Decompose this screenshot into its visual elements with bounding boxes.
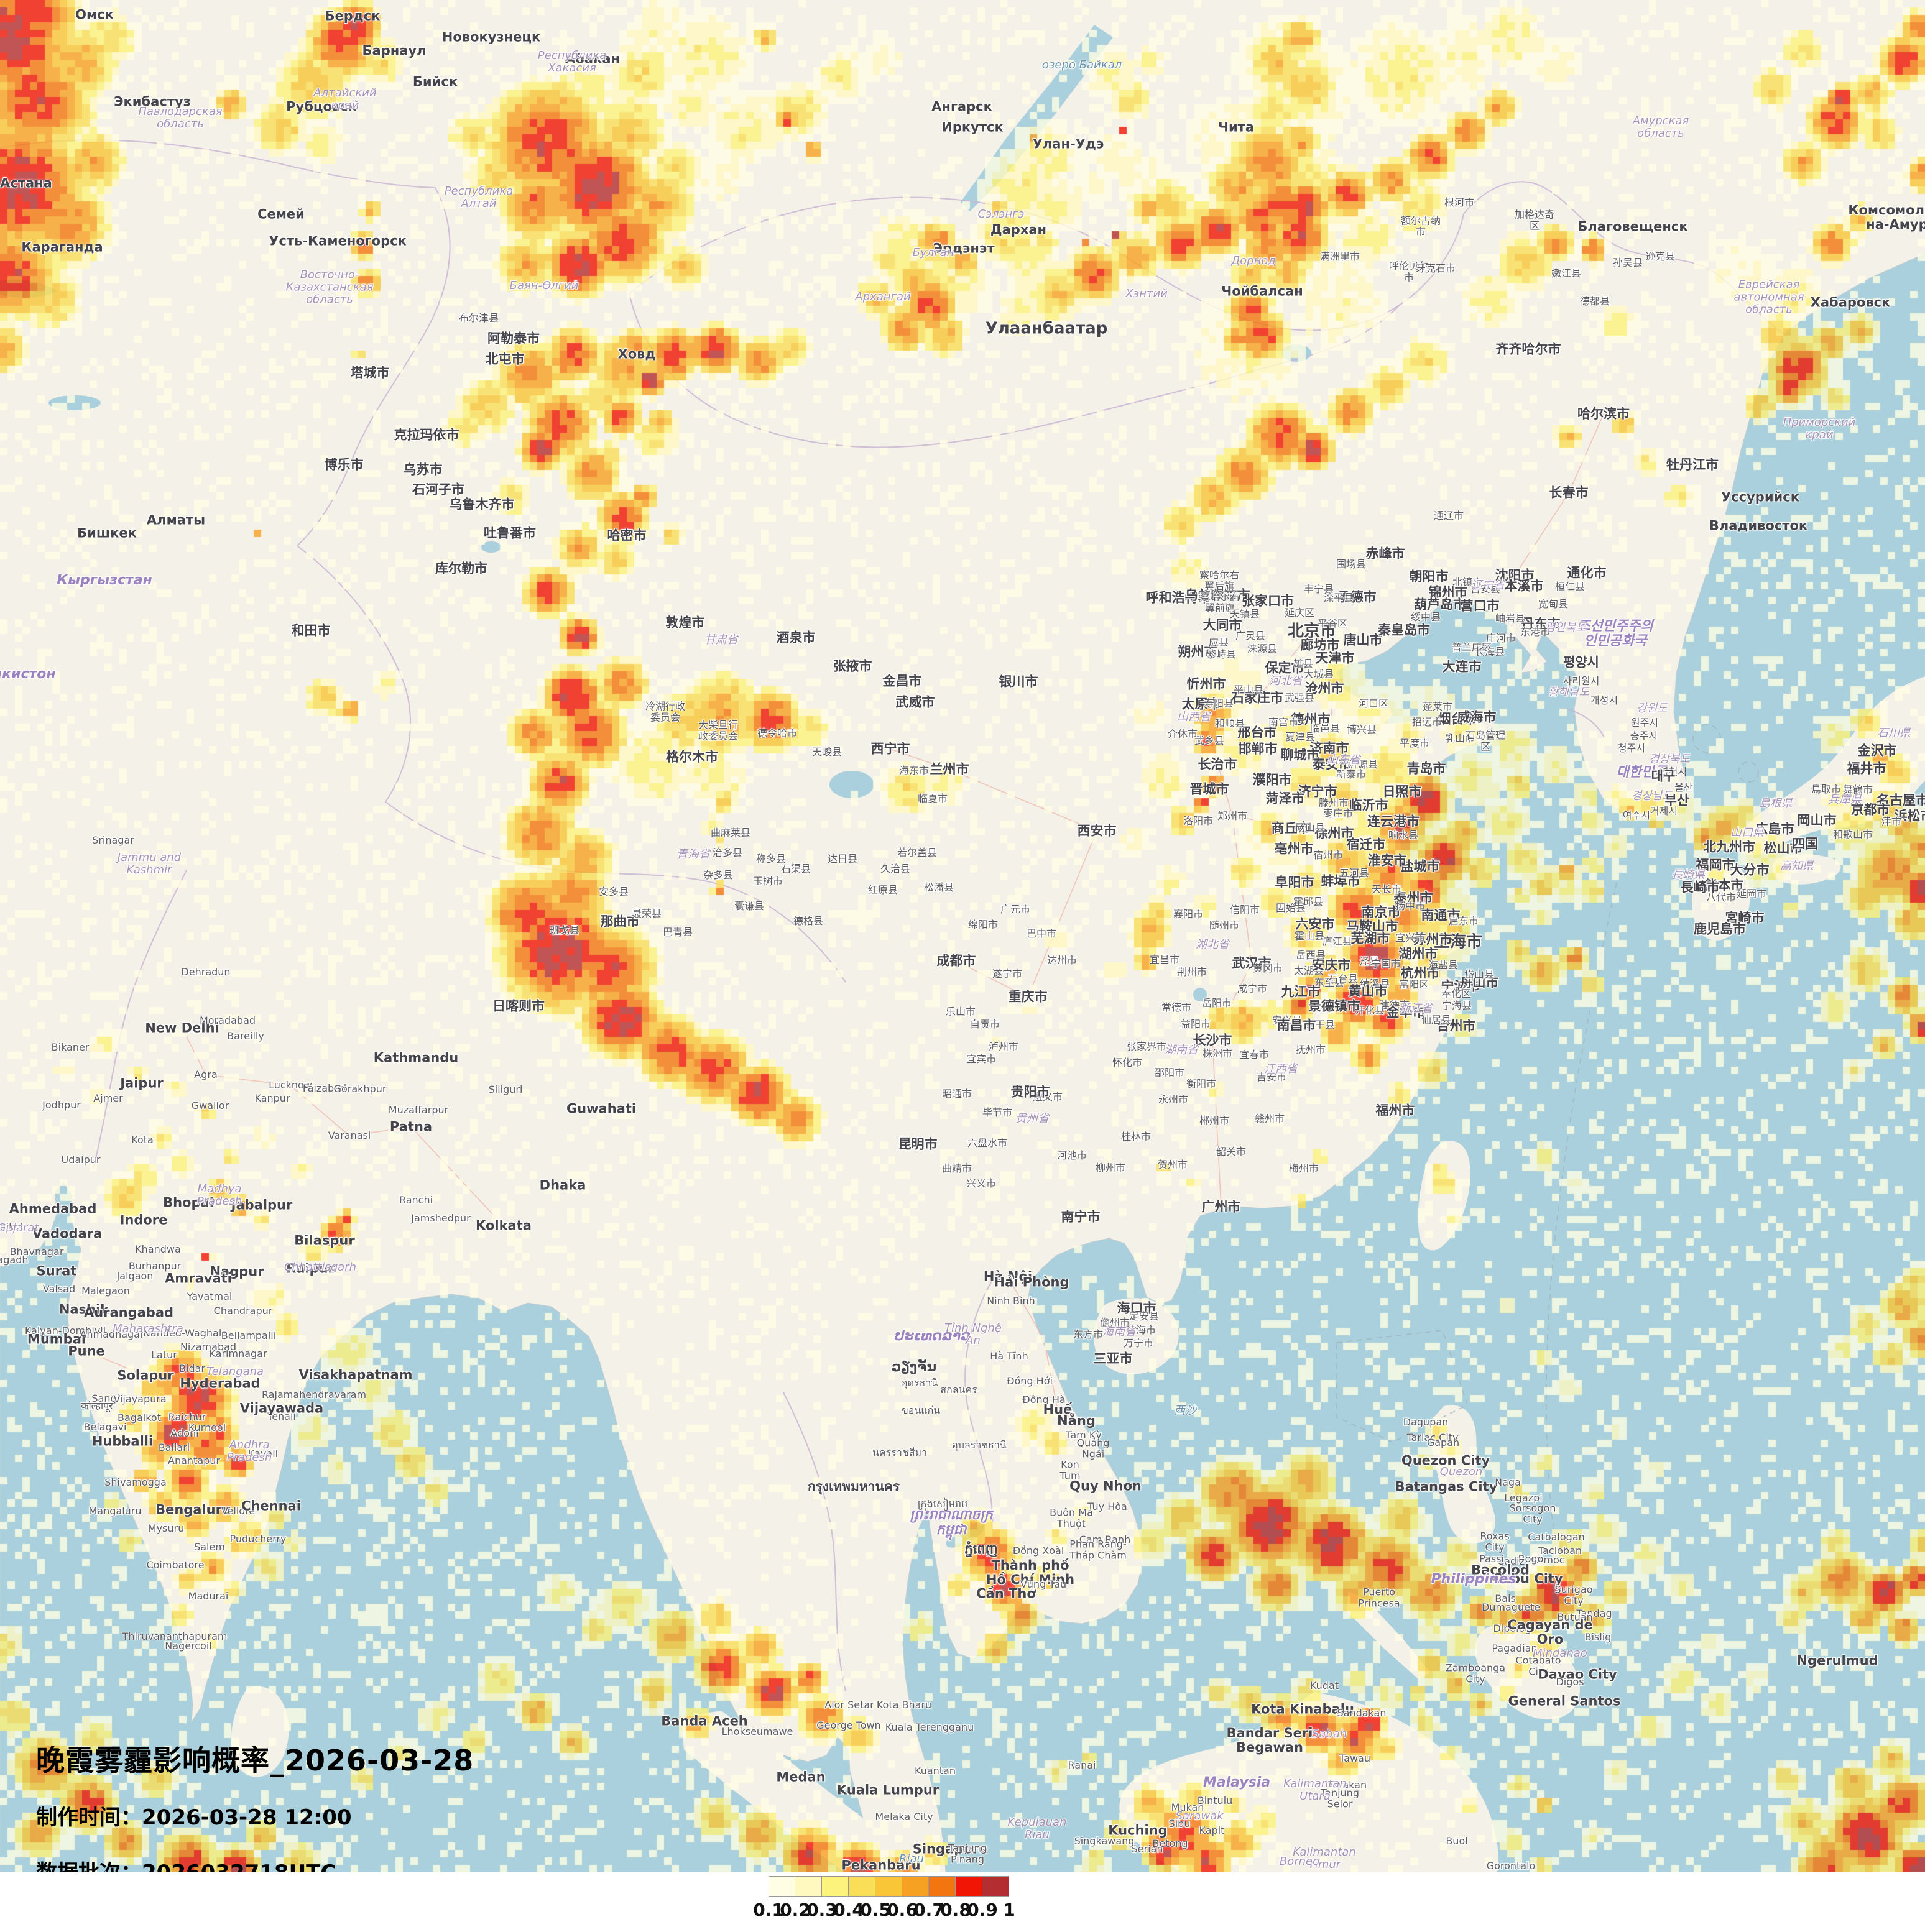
bosten-lake: [481, 541, 501, 553]
legend-swatch: [956, 1876, 982, 1897]
legend-swatch: [982, 1876, 1009, 1897]
legend-tick-label: 1: [1003, 1900, 1015, 1920]
legend-strip: 0.1 0.2 0.3 0.4 0.5 0.6 0.7 0.8 0.9 1: [0, 1872, 1925, 1932]
legend-tick-label: 0.4: [833, 1900, 864, 1920]
legend-swatch: [929, 1876, 956, 1897]
map-viewport[interactable]: Омск Бердск Новокузнецк Барнаул Абакан Бийск Э…: [0, 0, 1925, 1872]
legend-tick-label: 0.8: [940, 1900, 971, 1920]
admin-border: [297, 187, 451, 546]
visayas-island: [1467, 1558, 1502, 1575]
admin-border: [783, 1392, 846, 1691]
lake-baikal: [961, 25, 1113, 211]
admin-border: [964, 1275, 995, 1530]
tonle-sap-lake: [946, 1523, 984, 1548]
dongting-lake: [1193, 988, 1207, 1001]
road: [890, 748, 1098, 998]
lake-issyk-kul: [48, 395, 101, 410]
road: [1311, 631, 1369, 806]
admin-border: [1463, 181, 1786, 336]
legend-swatch: [822, 1876, 849, 1897]
admin-border: [629, 196, 1464, 331]
admin-border: [93, 870, 187, 1169]
admin-border: [0, 139, 436, 188]
visayas-island: [1528, 1552, 1546, 1584]
lake-balkhash: [0, 279, 57, 298]
visayas-island: [1501, 1576, 1531, 1591]
road: [1212, 816, 1252, 1208]
legend-swatch: [769, 1876, 795, 1897]
legend-swatch: [902, 1876, 929, 1897]
admin-border: [629, 293, 1401, 448]
ocean-layer: [0, 253, 1925, 1872]
legend-tick-label: 0.6: [887, 1900, 918, 1920]
poyang-lake: [1292, 995, 1307, 1010]
qinghai-lake: [829, 771, 874, 798]
road: [1439, 413, 1604, 605]
admin-border: [297, 545, 846, 983]
tai-lake: [1414, 931, 1431, 949]
khanka-lake: [1763, 428, 1788, 445]
legend-tick-label: 0.3: [806, 1900, 838, 1920]
legend-tick-label: 0.2: [780, 1900, 811, 1920]
basemap: [0, 25, 1925, 1872]
legend-tick-label: 0.9: [967, 1900, 998, 1920]
legend-tick-label: 0.5: [860, 1900, 891, 1920]
road: [56, 1339, 221, 1384]
legend-colorbar: [769, 1876, 1009, 1897]
road: [182, 1028, 504, 1226]
legend-tick-label: 0.7: [913, 1900, 944, 1920]
road: [1200, 631, 1313, 817]
visayas-island: [1553, 1560, 1569, 1598]
legend-swatch: [875, 1876, 902, 1897]
pacific-ocean: [902, 253, 1925, 1872]
legend-swatch: [795, 1876, 822, 1897]
legend-tick-label: 0.1: [753, 1900, 784, 1920]
legend-swatch: [849, 1876, 875, 1897]
